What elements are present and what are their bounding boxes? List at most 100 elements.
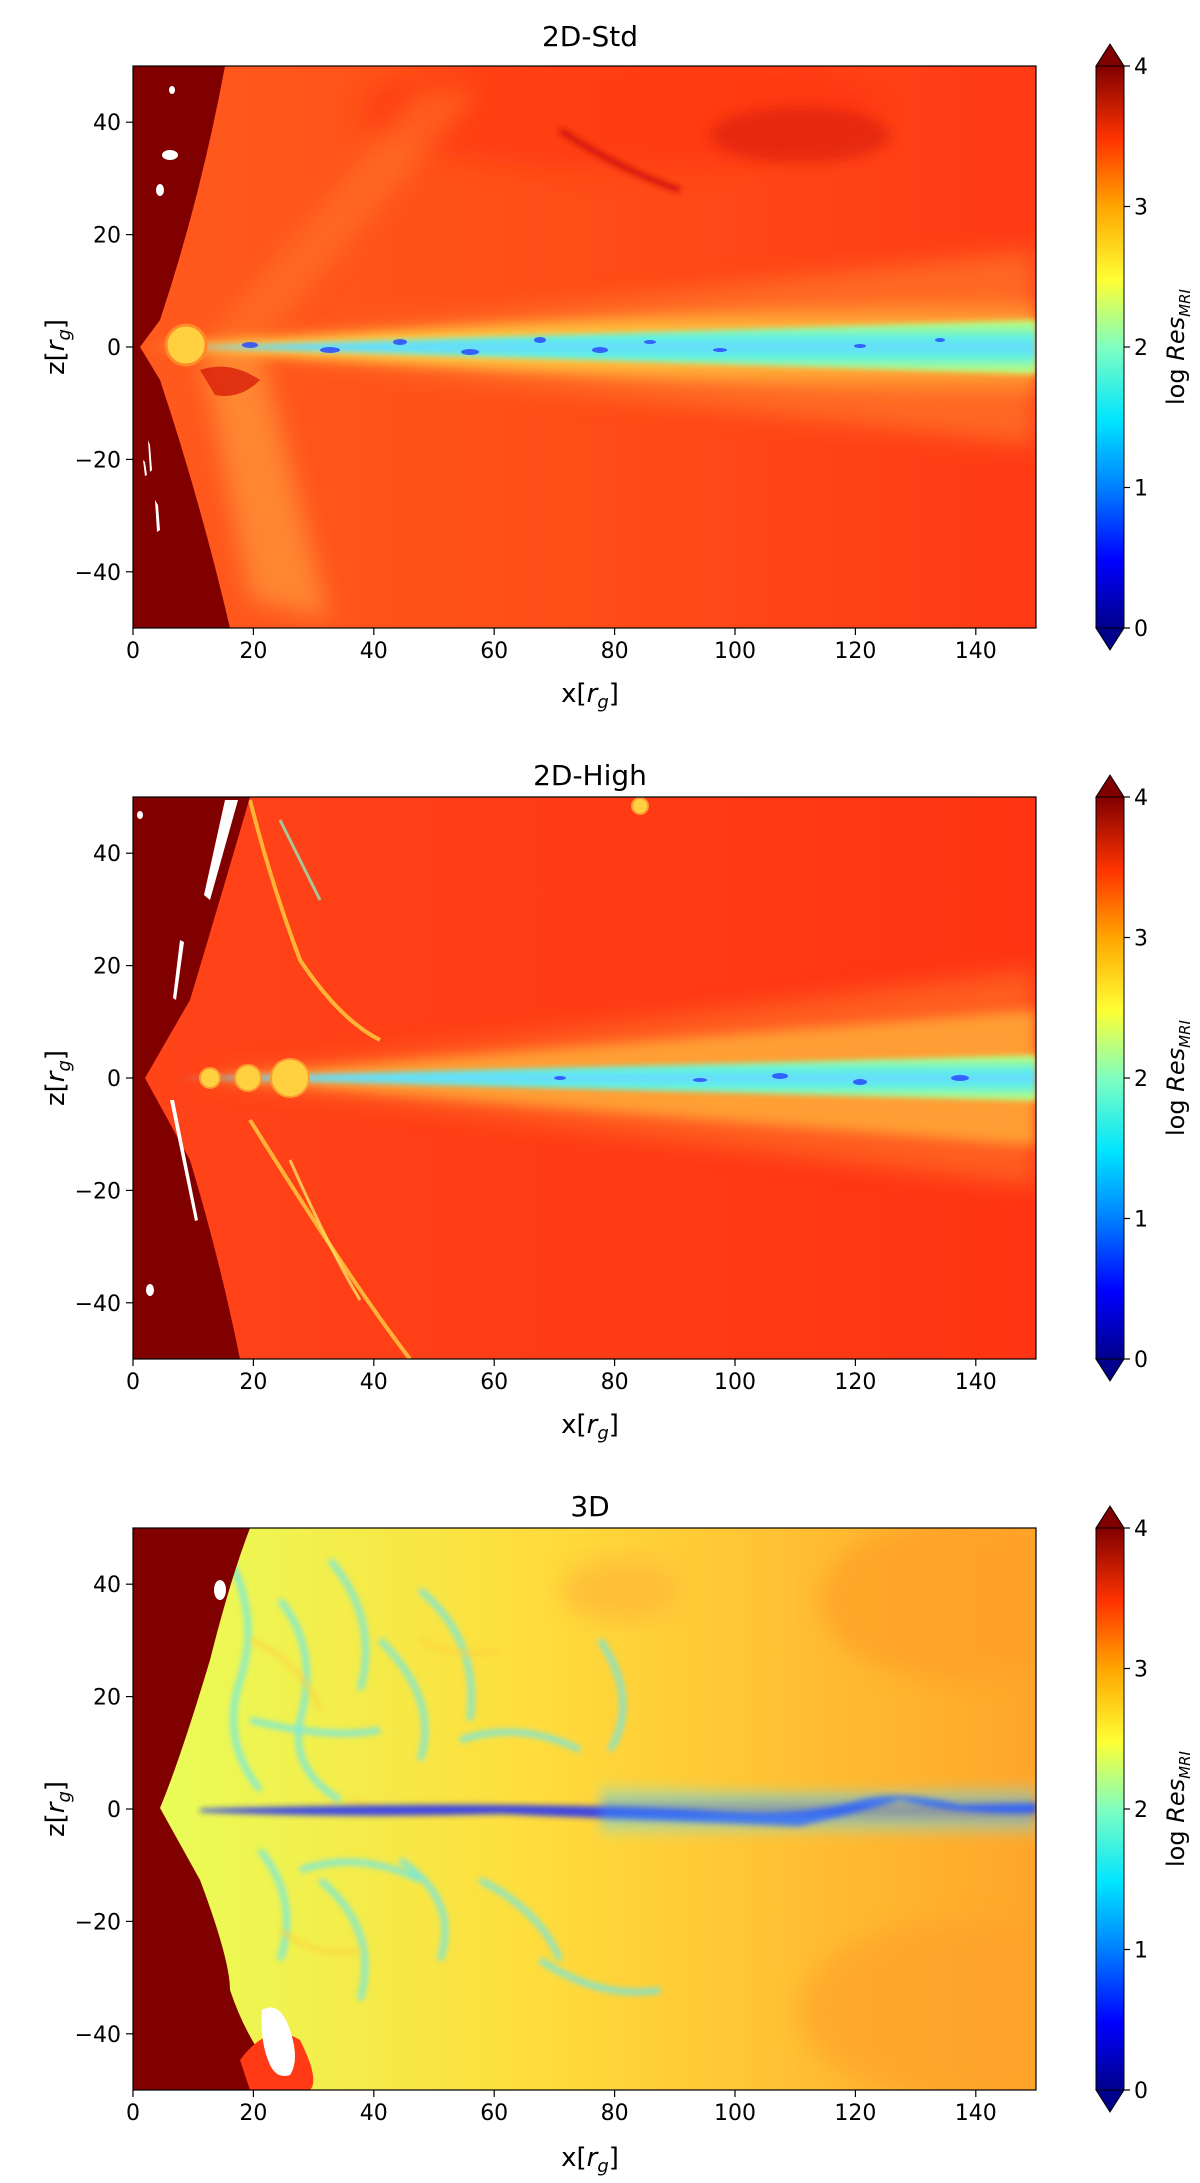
colorbar-tick-label: 2 bbox=[1134, 336, 1148, 361]
y-tick-label: 20 bbox=[93, 224, 121, 249]
heatmap-structure bbox=[234, 1064, 262, 1092]
colorbar-extend-min bbox=[1095, 627, 1125, 651]
heatmap-structure bbox=[631, 797, 649, 815]
heatmap-structure bbox=[214, 1580, 295, 2076]
y-tick-label: 0 bbox=[107, 1067, 121, 1092]
heatmap-structure bbox=[242, 337, 945, 355]
x-tick-label: 60 bbox=[480, 1370, 508, 1395]
colorbar-extend-min bbox=[1095, 1358, 1125, 1382]
colorbar-tick-label: 3 bbox=[1134, 1658, 1148, 1683]
panel-title: 3D bbox=[570, 1490, 609, 1523]
colorbar-tick-label: 1 bbox=[1134, 1939, 1148, 1964]
x-axis-label: x[rg] bbox=[561, 679, 619, 713]
y-tick-label: 20 bbox=[93, 1686, 121, 1711]
heatmap-structure bbox=[820, 1528, 1036, 1680]
colorbar-extend-max bbox=[1095, 1505, 1125, 1529]
x-tick-label: 80 bbox=[601, 2101, 629, 2126]
x-tick-label: 0 bbox=[126, 639, 140, 664]
colorbar-tick-label: 3 bbox=[1134, 927, 1148, 952]
y-tick-label: 20 bbox=[93, 955, 121, 980]
x-tick-label: 20 bbox=[239, 2101, 267, 2126]
heatmap-structure bbox=[288, 1159, 362, 1301]
saturated-region bbox=[133, 797, 250, 1359]
y-tick-label: 0 bbox=[107, 336, 121, 361]
y-tick-label: −40 bbox=[75, 1292, 121, 1317]
x-tick-label: 60 bbox=[480, 2101, 508, 2126]
x-ticks: 0 20 40 60 80 100 120 140 bbox=[126, 2090, 997, 2126]
colorbar-tick-label: 1 bbox=[1134, 1208, 1148, 1233]
x-tick-label: 40 bbox=[360, 1370, 388, 1395]
y-ticks: −40 −20 0 20 40 bbox=[75, 111, 133, 586]
colorbar-tick-label: 3 bbox=[1134, 196, 1148, 221]
colorbar-extend-max bbox=[1095, 774, 1125, 798]
colorbar-label: log ResMRI bbox=[1162, 1750, 1194, 1867]
heatmap-structure bbox=[560, 1560, 680, 1620]
heatmap-structure bbox=[270, 1058, 310, 1098]
y-ticks: −40 −20 0 20 40 bbox=[75, 842, 133, 1317]
disk-midplane bbox=[180, 320, 1036, 374]
heatmap-structure bbox=[199, 1067, 221, 1089]
y-tick-label: −20 bbox=[75, 1179, 121, 1204]
heatmap-3d bbox=[133, 1528, 1036, 2090]
x-tick-label: 60 bbox=[480, 639, 508, 664]
heatmap-structure bbox=[227, 1558, 661, 2001]
x-tick-label: 100 bbox=[714, 639, 756, 664]
heatmap-structure bbox=[800, 1920, 1036, 2090]
colorbar-tick-label: 2 bbox=[1134, 1798, 1148, 1823]
heatmap-structure bbox=[200, 90, 480, 347]
heatmap-structure bbox=[558, 127, 681, 193]
heatmap-2d-high bbox=[133, 797, 1036, 1359]
x-tick-label: 80 bbox=[601, 1370, 629, 1395]
colorbar: 0 1 2 3 4 log ResMRI bbox=[1095, 43, 1194, 651]
y-tick-label: 40 bbox=[93, 1573, 121, 1598]
saturated-region bbox=[133, 1528, 290, 2090]
heatmap-structure bbox=[248, 799, 381, 1042]
colorbar-gradient bbox=[1095, 65, 1125, 629]
x-tick-label: 100 bbox=[714, 2101, 756, 2126]
y-ticks: −40 −20 0 20 40 bbox=[75, 1573, 133, 2048]
x-tick-label: 140 bbox=[955, 2101, 997, 2126]
colorbar-gradient bbox=[1095, 1527, 1125, 2091]
x-tick-label: 140 bbox=[955, 1370, 997, 1395]
y-tick-label: −20 bbox=[75, 1910, 121, 1935]
heatmap-structure bbox=[278, 819, 322, 901]
heatmap-structure bbox=[248, 1118, 412, 1359]
x-tick-label: 20 bbox=[239, 639, 267, 664]
heatmap-structure bbox=[600, 1780, 1036, 1840]
y-tick-label: 40 bbox=[93, 111, 121, 136]
y-axis-label: z[rg] bbox=[41, 1781, 75, 1837]
colorbar-extend-min bbox=[1095, 2089, 1125, 2113]
heatmap-structure bbox=[137, 800, 238, 1296]
y-tick-label: −40 bbox=[75, 561, 121, 586]
y-axis-label: z[rg] bbox=[41, 319, 75, 375]
y-tick-label: 0 bbox=[107, 1798, 121, 1823]
x-tick-label: 120 bbox=[834, 1370, 876, 1395]
saturated-region bbox=[133, 66, 230, 628]
colorbar: 0 1 2 3 4 log ResMRI bbox=[1095, 1505, 1194, 2113]
heatmap-structure bbox=[200, 366, 260, 396]
panel-title: 2D-Std bbox=[542, 20, 638, 53]
x-tick-label: 0 bbox=[126, 1370, 140, 1395]
x-tick-label: 80 bbox=[601, 639, 629, 664]
colorbar-tick-label: 4 bbox=[1134, 55, 1148, 80]
colorbar-label: log ResMRI bbox=[1162, 288, 1194, 405]
x-tick-label: 100 bbox=[714, 1370, 756, 1395]
x-tick-label: 40 bbox=[360, 2101, 388, 2126]
heatmap-2d-std bbox=[133, 66, 1036, 628]
heatmap-structure bbox=[143, 86, 178, 532]
heatmap-structure bbox=[554, 1073, 969, 1085]
x-tick-label: 20 bbox=[239, 1370, 267, 1395]
y-tick-label: −40 bbox=[75, 2023, 121, 2048]
x-tick-label: 0 bbox=[126, 2101, 140, 2126]
x-tick-label: 40 bbox=[360, 639, 388, 664]
colorbar-tick-label: 0 bbox=[1134, 617, 1148, 642]
colorbar-tick-label: 0 bbox=[1134, 2079, 1148, 2104]
disk-midplane bbox=[180, 1055, 1036, 1101]
heatmap-structure bbox=[710, 107, 890, 163]
panel-title: 2D-High bbox=[533, 759, 647, 792]
colorbar-tick-label: 1 bbox=[1134, 477, 1148, 502]
colorbar-tick-label: 4 bbox=[1134, 786, 1148, 811]
